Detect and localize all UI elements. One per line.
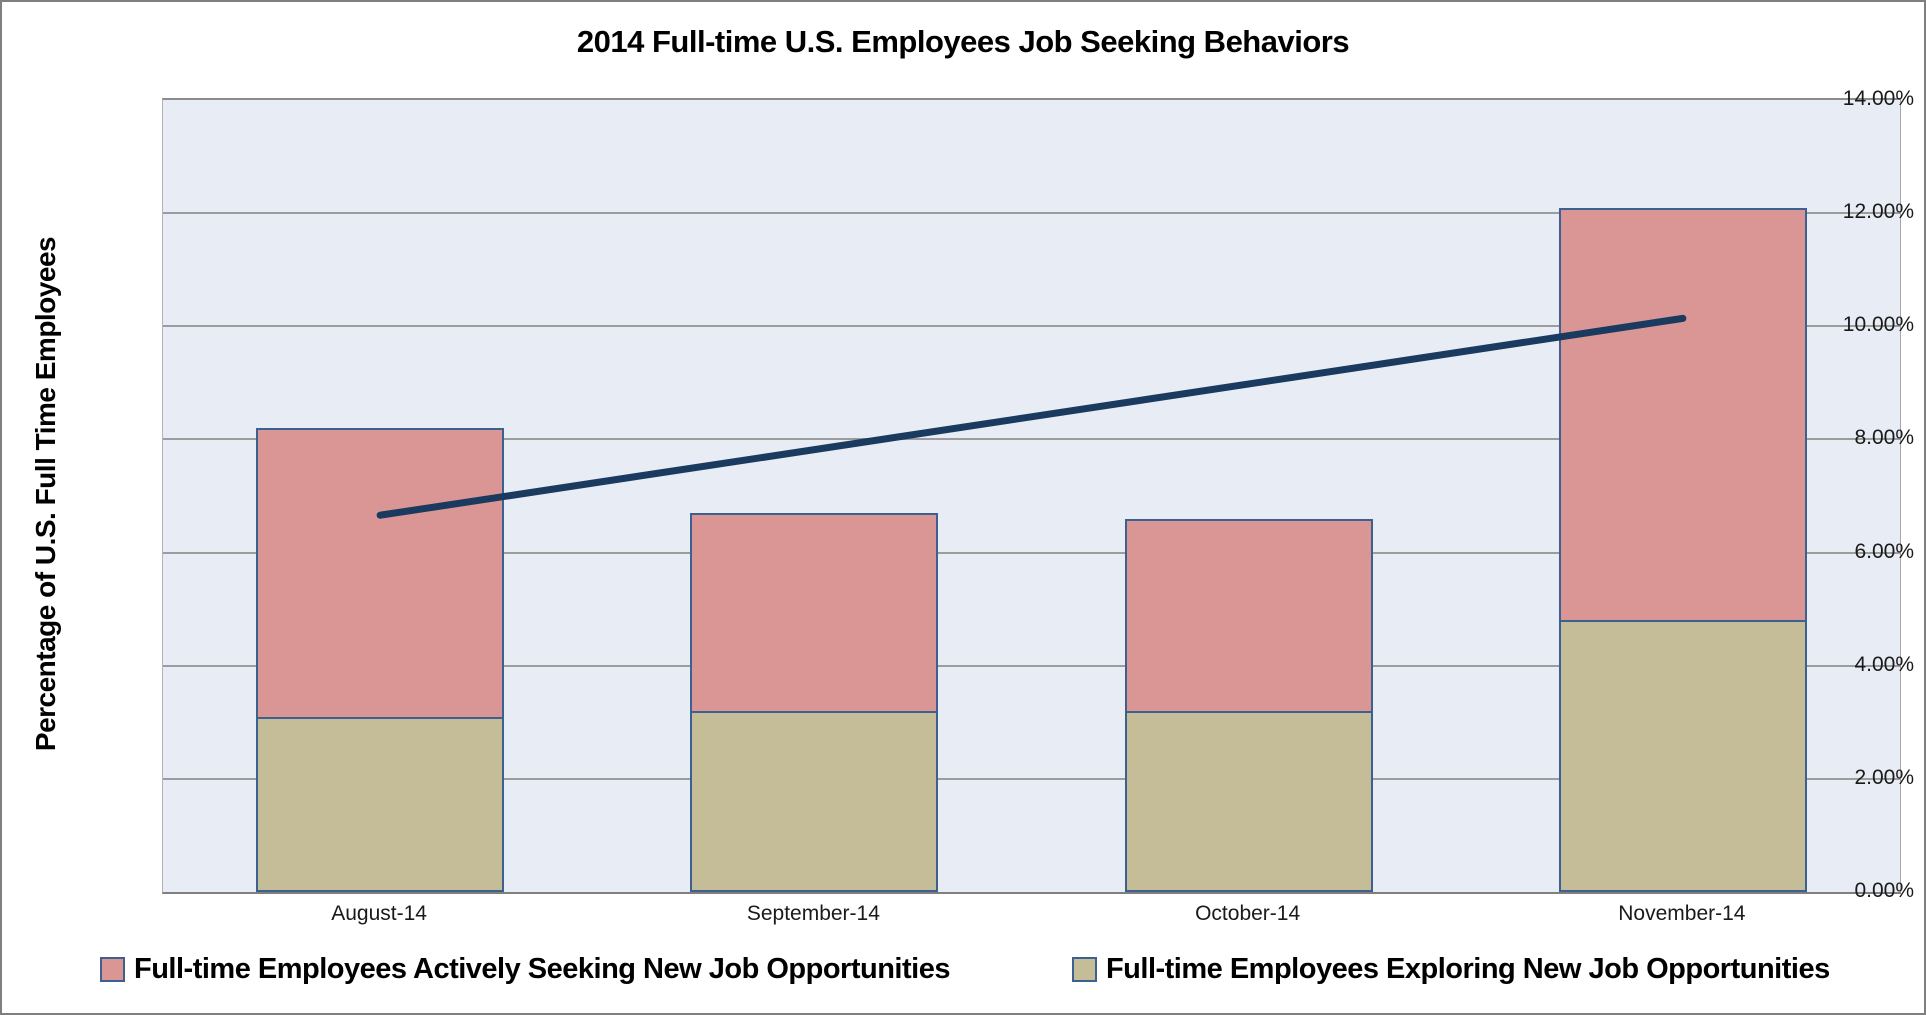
bar-segment-exploring	[1124, 710, 1373, 892]
x-tick-label: October-14	[1195, 902, 1301, 925]
y-tick-label: 4.00%	[1854, 652, 1914, 676]
legend: Full-time Employees Actively Seeking New…	[100, 953, 1830, 986]
bar-segment-actively-seeking	[1558, 207, 1807, 623]
y-axis-title: Percentage of U.S. Full Time Employees	[30, 236, 61, 752]
x-tick-label: August-14	[331, 902, 427, 925]
legend-swatch-exploring-icon	[1071, 957, 1097, 982]
bar-segment-actively-seeking	[1124, 518, 1373, 713]
chart-title: 2014 Full-time U.S. Employees Job Seekin…	[576, 24, 1350, 59]
gridline	[163, 777, 1900, 780]
plot-area	[162, 98, 1901, 894]
legend-label: Full-time Employees Actively Seeking New…	[134, 953, 950, 985]
bar-segment-exploring	[690, 710, 939, 892]
legend-item-actively-seeking: Full-time Employees Actively Seeking New…	[100, 953, 950, 986]
bar-segment-actively-seeking	[256, 428, 505, 719]
y-tick-label: 2.00%	[1854, 765, 1914, 789]
y-tick-label: 6.00%	[1854, 539, 1914, 563]
bar-segment-actively-seeking	[690, 512, 939, 713]
legend-label: Full-time Employees Exploring New Job Op…	[1105, 953, 1830, 985]
y-tick-label: 12.00%	[1842, 200, 1914, 224]
y-tick-label: 0.00%	[1854, 879, 1914, 902]
bar-segment-exploring	[1558, 620, 1807, 892]
gridline	[163, 551, 1900, 554]
gridline	[163, 664, 1900, 667]
y-tick-label: 8.00%	[1854, 426, 1914, 450]
legend-item-exploring: Full-time Employees Exploring New Job Op…	[1071, 953, 1830, 986]
legend-swatch-actively-seeking-icon	[100, 957, 125, 982]
bar-segment-exploring	[256, 716, 505, 892]
y-tick-label: 10.00%	[1842, 313, 1914, 337]
y-tick-label: 14.00%	[1842, 87, 1914, 110]
x-tick-label: November-14	[1618, 902, 1746, 925]
gridline	[163, 212, 1900, 215]
trend-line	[376, 314, 1687, 519]
x-tick-label: September-14	[746, 902, 880, 925]
